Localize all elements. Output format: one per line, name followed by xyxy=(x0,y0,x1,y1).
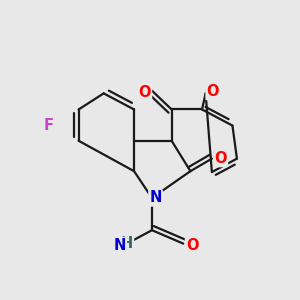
Text: O: O xyxy=(139,85,151,100)
Text: F: F xyxy=(43,118,53,133)
Text: N: N xyxy=(149,190,162,206)
Text: O: O xyxy=(214,151,227,166)
Text: O: O xyxy=(206,84,219,99)
Text: O: O xyxy=(186,238,199,253)
Text: N: N xyxy=(114,238,126,253)
Text: H: H xyxy=(121,236,133,251)
